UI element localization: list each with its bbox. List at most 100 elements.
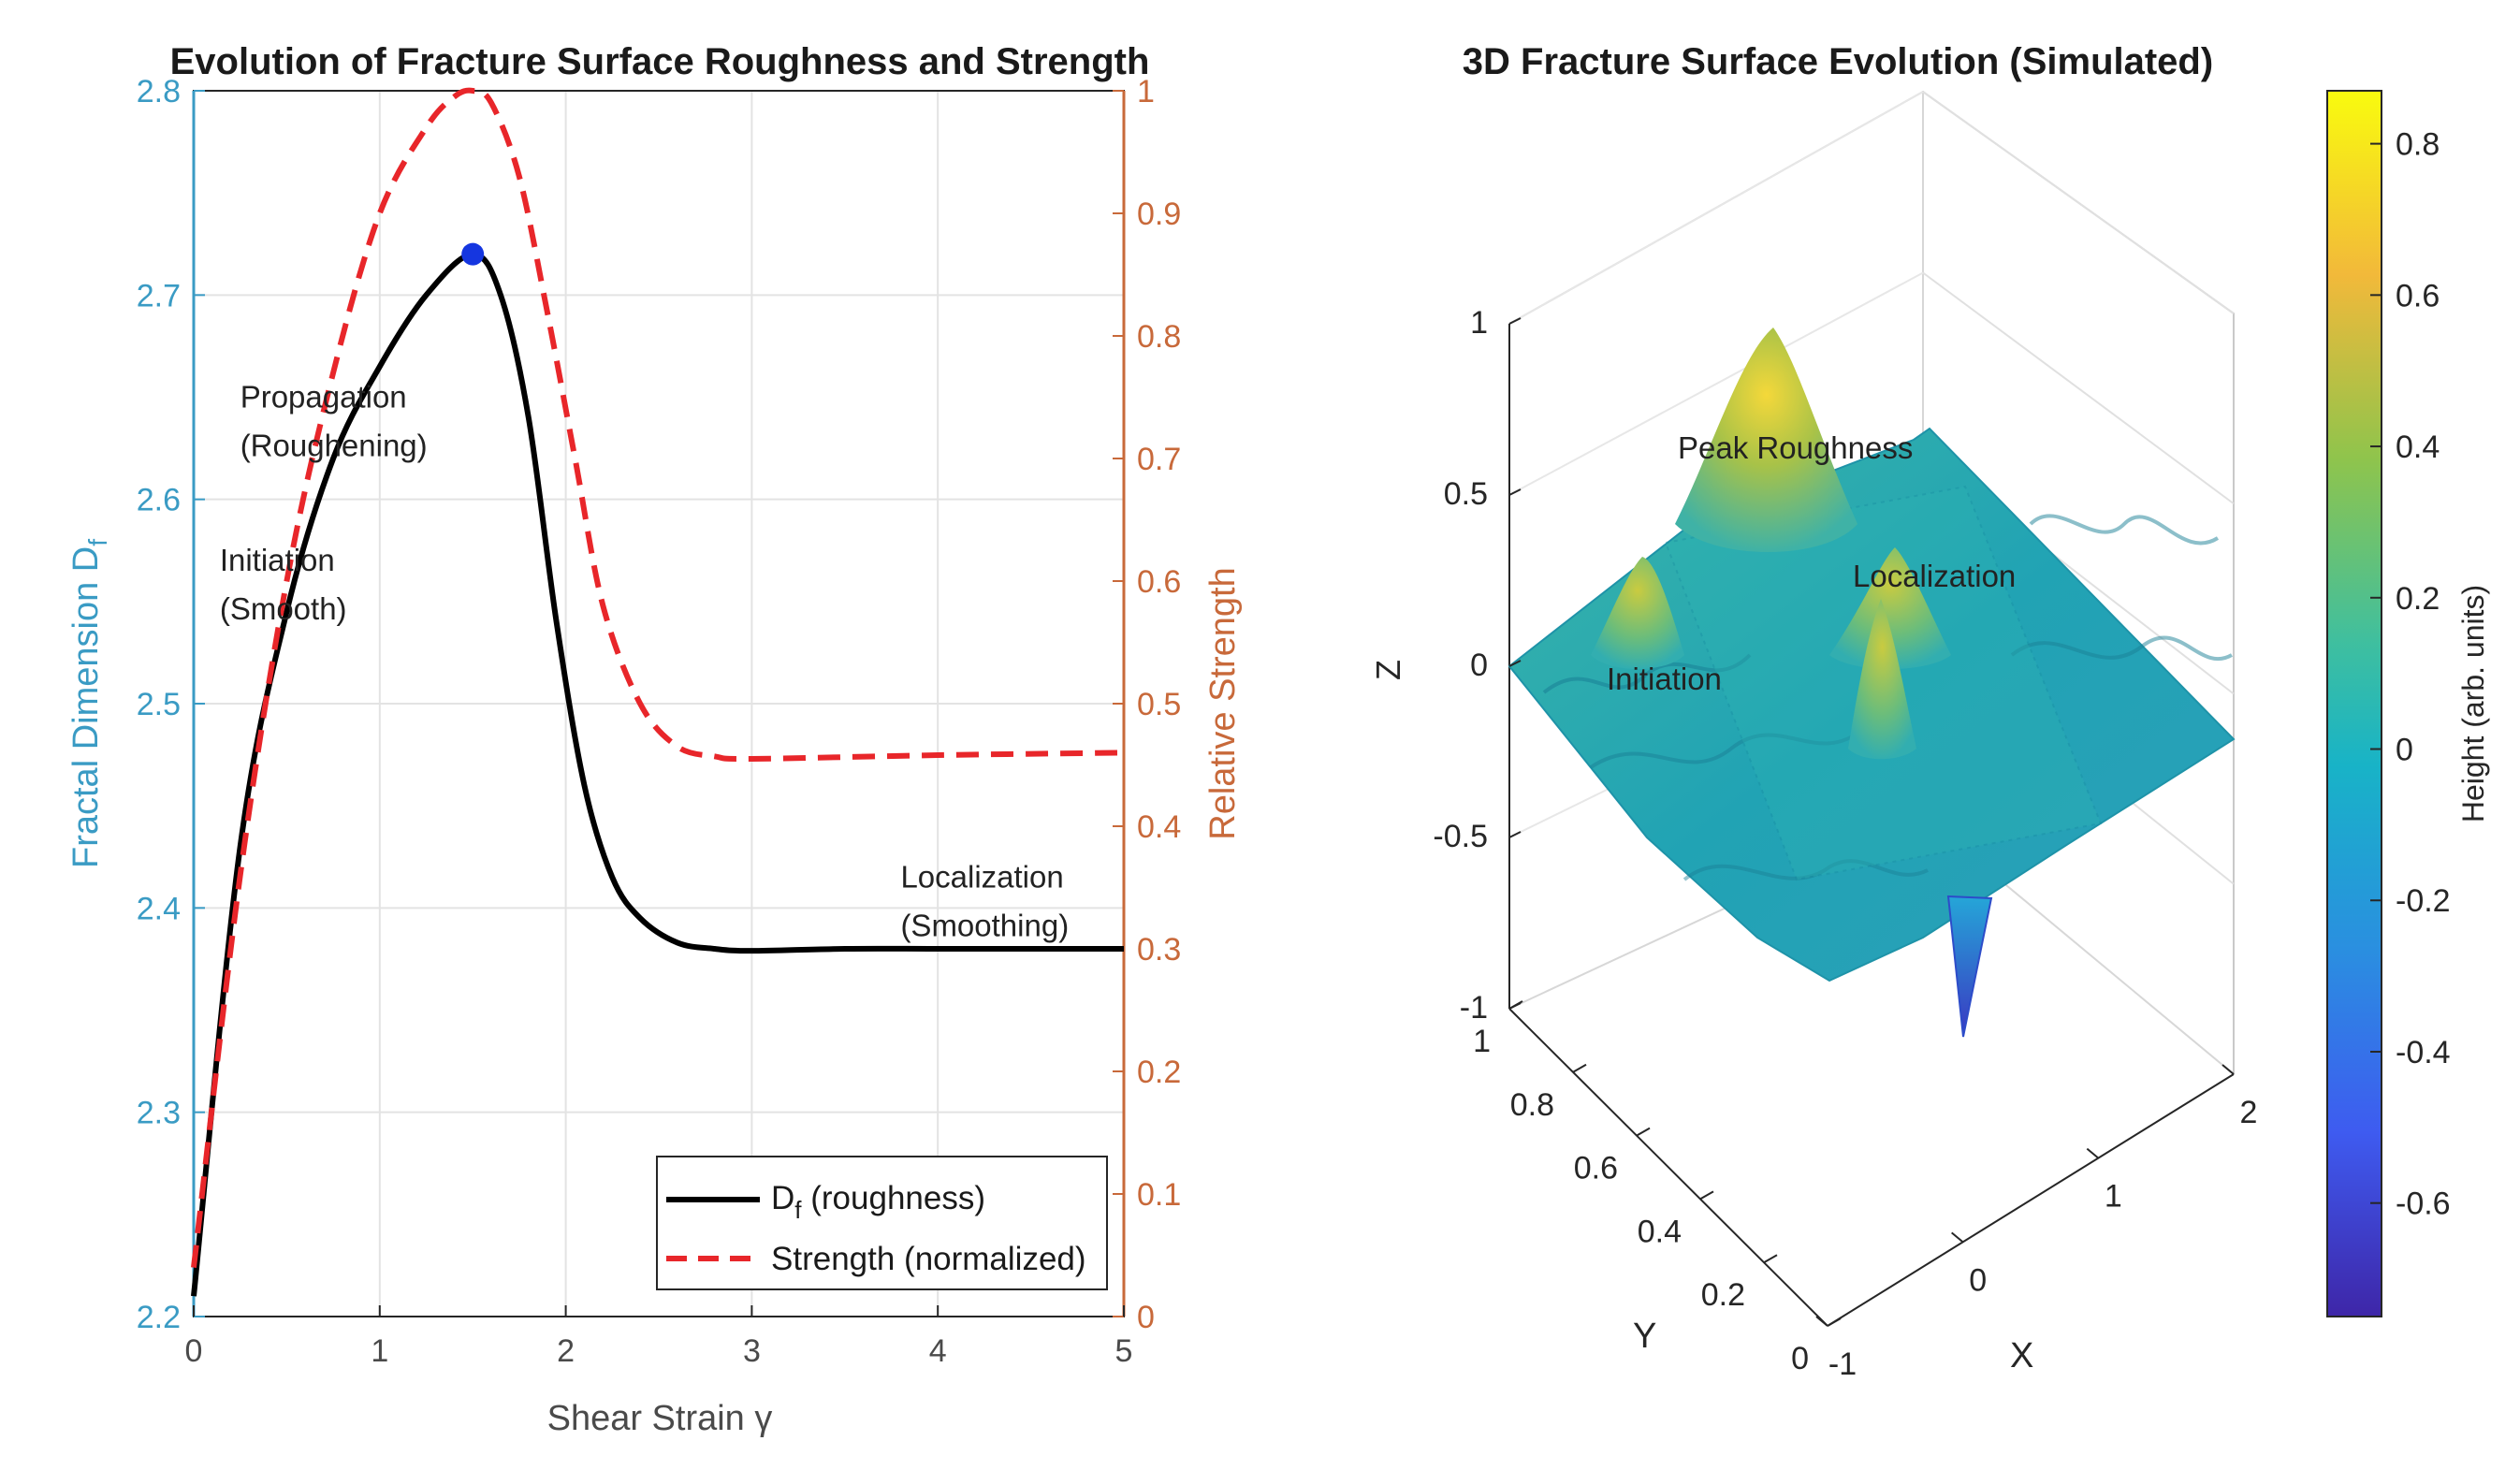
curves bbox=[191, 87, 1125, 1297]
right-y-axis: 0 0.1 0.2 0.3 0.4 0.5 0.6 0.7 0.8 0.9 1 bbox=[1113, 74, 1181, 1335]
y3-tick-mark bbox=[1572, 1063, 1587, 1073]
left-chart-title: Evolution of Fracture Surface Roughness … bbox=[170, 41, 1150, 82]
surface-annotation-peak: Peak Roughness bbox=[1678, 430, 1913, 465]
annotation-label: Propagation (Roughening) bbox=[240, 379, 428, 462]
z-tick-label: -1 bbox=[1460, 990, 1488, 1026]
x3-tick-mark bbox=[2086, 1147, 2099, 1159]
localization-peak-2 bbox=[1848, 599, 1916, 760]
x-tick-label: 5 bbox=[1115, 1333, 1133, 1369]
left-tick-label: 2.3 bbox=[137, 1096, 181, 1131]
x3-tick-label: 2 bbox=[2240, 1095, 2258, 1130]
right-tick-label: 0.3 bbox=[1137, 932, 1181, 968]
y3-tick-label: 0 bbox=[1791, 1341, 1809, 1376]
z-tick-label: 0.5 bbox=[1444, 476, 1488, 512]
y3-axis-label: Y bbox=[1633, 1317, 1656, 1356]
localization-peak bbox=[1829, 547, 1951, 669]
x-tick-label: 1 bbox=[371, 1333, 388, 1369]
x-tick-label: 0 bbox=[185, 1333, 203, 1369]
colorbar-tick-label: -0.4 bbox=[2396, 1035, 2451, 1070]
roughness-line bbox=[191, 251, 1125, 1297]
y3-tick-mark bbox=[1827, 1317, 1842, 1327]
right-chart: 3D Fracture Surface Evolution (Simulated… bbox=[1369, 41, 2490, 1382]
colorbar-tick-label: -0.6 bbox=[2396, 1186, 2451, 1222]
colorbar-tick-label: -0.2 bbox=[2396, 883, 2451, 919]
left-grid bbox=[193, 90, 1125, 1317]
surface-ripple bbox=[1542, 653, 1752, 694]
colorbar-tick-label: 0.2 bbox=[2396, 581, 2440, 617]
colorbar-tick-label: 0.4 bbox=[2396, 429, 2440, 465]
surface-ripple bbox=[1589, 728, 1864, 769]
annotation-line: Propagation bbox=[240, 379, 407, 414]
y3-tick-mark bbox=[1636, 1127, 1651, 1137]
initiation-peak bbox=[1591, 557, 1684, 669]
left-tick-label: 2.5 bbox=[137, 687, 181, 722]
z-tick-mark bbox=[1508, 317, 1522, 325]
z-tick-mark bbox=[1508, 831, 1522, 838]
box-grid-line bbox=[1508, 91, 1924, 325]
surface-annotation-localization: Localization bbox=[1853, 559, 2016, 593]
x-tick-label: 4 bbox=[929, 1333, 947, 1369]
peak-roughness bbox=[1675, 327, 1857, 552]
right-chart-title: 3D Fracture Surface Evolution (Simulated… bbox=[1463, 41, 2213, 82]
colorbar-tick-label: 0 bbox=[2396, 733, 2413, 768]
annotation-line: Localization bbox=[900, 860, 1063, 895]
x-axis: 0 1 2 3 4 5 bbox=[185, 1305, 1133, 1369]
y-ticks: 0 0.2 0.4 0.6 0.8 1 bbox=[1473, 1000, 1842, 1376]
x3-axis-label: X bbox=[2010, 1336, 2033, 1375]
left-y-axis: 2.2 2.3 2.4 2.5 2.6 2.7 2.8 bbox=[137, 74, 205, 1335]
fracture-surface bbox=[1508, 327, 2236, 1038]
x3-tick-mark bbox=[1951, 1231, 1964, 1244]
right-tick-label: 0.9 bbox=[1137, 196, 1181, 232]
x-axis-line bbox=[1827, 1073, 2235, 1327]
legend-strength-label: Strength (normalized) bbox=[771, 1241, 1086, 1277]
peak-marker bbox=[461, 242, 485, 266]
y3-tick-mark bbox=[1699, 1190, 1714, 1201]
x-tick-label: 3 bbox=[743, 1333, 761, 1369]
x3-tick-mark bbox=[2221, 1064, 2235, 1075]
legend-box bbox=[656, 1156, 1108, 1290]
y3-tick-label: 0.4 bbox=[1638, 1214, 1682, 1249]
left-tick-label: 2.4 bbox=[137, 891, 181, 926]
y3-tick-label: 0.2 bbox=[1701, 1277, 1745, 1313]
x-ticks: -1 0 1 2 bbox=[1815, 1064, 2258, 1382]
annotation-label: Localization (Smoothing) bbox=[900, 860, 1069, 943]
strength-line bbox=[191, 87, 1125, 1268]
right-tick-label: 0.1 bbox=[1137, 1177, 1181, 1213]
left-tick-label: 2.6 bbox=[137, 483, 181, 518]
box-grid-line bbox=[1922, 271, 2235, 505]
y3-tick-mark bbox=[1508, 1000, 1523, 1010]
y3-tick-label: 1 bbox=[1473, 1024, 1491, 1059]
z-tick-mark bbox=[1508, 660, 1522, 667]
annotation-line: (Smoothing) bbox=[900, 909, 1069, 943]
right-tick-label: 0 bbox=[1137, 1300, 1155, 1335]
x-tick-label: 2 bbox=[557, 1333, 575, 1369]
left-tick-label: 2.2 bbox=[137, 1300, 181, 1335]
z-tick-mark bbox=[1508, 488, 1522, 496]
annotation-label: Initiation (Smooth) bbox=[220, 543, 347, 626]
x-axis-label: Shear Strain γ bbox=[547, 1399, 773, 1438]
right-tick-label: 0.6 bbox=[1137, 564, 1181, 600]
x3-tick-label: 1 bbox=[2105, 1179, 2122, 1215]
surface-annotation-initiation: Initiation bbox=[1607, 662, 1722, 696]
annotations: Propagation (Roughening) Initiation (Smooth… bbox=[220, 379, 1069, 942]
colorbar-tick-label: 0.6 bbox=[2396, 278, 2440, 313]
right-tick-label: 0.8 bbox=[1137, 319, 1181, 355]
left-chart: Evolution of Fracture Surface Roughness … bbox=[66, 41, 1243, 1438]
y-axis-line bbox=[1508, 1008, 1828, 1327]
surface-ripple bbox=[1682, 859, 1929, 881]
legend-roughness-label: Df (roughness) bbox=[771, 1180, 985, 1224]
x3-tick-mark bbox=[1815, 1316, 1828, 1327]
surface-valley bbox=[1946, 895, 1993, 1038]
right-tick-label: 0.2 bbox=[1137, 1055, 1181, 1090]
right-tick-label: 0.4 bbox=[1137, 809, 1181, 845]
surface-ripple bbox=[2029, 514, 2220, 546]
legend: Df (roughness) Strength (normalized) bbox=[656, 1156, 1108, 1290]
right-tick-label: 0.7 bbox=[1137, 442, 1181, 477]
box-grid-line bbox=[1922, 91, 2235, 314]
colorbar-ticks: -0.6 -0.4 -0.2 0 0.2 0.4 0.6 0.8 bbox=[2370, 127, 2451, 1222]
y3-tick-label: 0.6 bbox=[1574, 1151, 1618, 1186]
y3-tick-mark bbox=[1763, 1254, 1778, 1264]
x3-tick-label: 0 bbox=[1969, 1262, 1987, 1298]
surface-ripple bbox=[2010, 635, 2233, 662]
